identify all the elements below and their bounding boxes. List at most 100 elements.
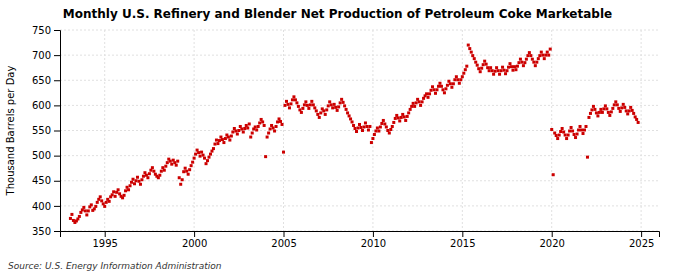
point: [427, 96, 430, 99]
point: [468, 47, 471, 50]
grid-line-y: [60, 80, 659, 81]
point: [501, 66, 504, 69]
point: [358, 123, 361, 126]
point: [465, 65, 468, 68]
point: [415, 101, 418, 104]
point: [522, 64, 525, 67]
point: [441, 88, 444, 91]
y-tick-mark: [54, 181, 60, 182]
point: [507, 66, 510, 69]
x-tick-mark: [462, 231, 463, 237]
annotation: Source: U.S. Energy Information Administ…: [8, 261, 222, 271]
point: [404, 119, 407, 122]
y-axis-line: [54, 31, 61, 232]
x-tick-label: 2010: [361, 238, 386, 249]
point: [577, 128, 580, 131]
point: [421, 100, 424, 103]
points: [69, 44, 640, 224]
point: [541, 54, 544, 57]
point: [479, 70, 482, 73]
point: [589, 112, 592, 115]
point: [611, 107, 614, 110]
point: [312, 103, 315, 106]
x-tick: 2015: [450, 231, 475, 249]
point: [333, 103, 336, 106]
point: [596, 114, 599, 117]
point: [412, 102, 415, 105]
point: [330, 103, 333, 106]
point: [380, 122, 383, 125]
point: [306, 104, 309, 107]
point: [111, 193, 114, 196]
point: [526, 54, 529, 57]
point: [637, 121, 640, 124]
point: [202, 154, 205, 157]
point: [531, 58, 534, 61]
point: [400, 116, 403, 119]
point: [318, 116, 321, 119]
point: [212, 147, 215, 150]
point: [410, 105, 413, 108]
x-tick-mark: [284, 231, 285, 237]
point: [614, 100, 617, 103]
point: [573, 133, 576, 136]
point: [240, 127, 243, 130]
point: [352, 124, 355, 127]
point: [134, 179, 137, 182]
point: [407, 111, 410, 114]
point: [459, 78, 462, 81]
point: [464, 68, 467, 71]
point: [602, 107, 605, 110]
point: [137, 180, 140, 183]
grid-line-y: [60, 180, 659, 181]
point: [152, 170, 155, 173]
point: [170, 163, 173, 166]
x-tick-mark: [194, 231, 195, 237]
point: [188, 168, 191, 171]
point: [397, 116, 400, 119]
point: [227, 136, 230, 139]
point: [409, 108, 412, 111]
point: [307, 107, 310, 110]
point: [453, 78, 456, 81]
point: [200, 151, 203, 154]
point: [371, 137, 374, 140]
point: [599, 108, 602, 111]
point: [324, 113, 327, 116]
point: [471, 54, 474, 57]
x-tick-label: 2025: [629, 238, 654, 249]
point: [301, 107, 304, 110]
point: [486, 66, 489, 69]
point: [275, 125, 278, 128]
point: [583, 128, 586, 131]
point: [458, 82, 461, 85]
point: [513, 65, 516, 68]
point: [325, 108, 328, 111]
point: [605, 107, 608, 110]
point: [248, 122, 251, 125]
point: [494, 70, 497, 73]
point: [385, 125, 388, 128]
point: [626, 112, 629, 115]
point: [339, 101, 342, 104]
point: [310, 100, 313, 103]
point: [224, 137, 227, 140]
x-tick-label: 2005: [271, 238, 296, 249]
point: [124, 189, 127, 192]
point: [425, 92, 428, 95]
point: [444, 87, 447, 90]
point: [158, 174, 161, 177]
point: [218, 139, 221, 142]
point: [376, 126, 379, 129]
point: [450, 86, 453, 89]
grid-line-x: [551, 30, 552, 231]
point: [288, 106, 291, 109]
point: [601, 111, 604, 114]
point: [470, 51, 473, 54]
point: [549, 48, 552, 51]
point: [367, 128, 370, 131]
grid: [60, 30, 659, 231]
point: [127, 188, 130, 191]
x-tick-mark: [105, 231, 106, 237]
point: [103, 205, 106, 208]
